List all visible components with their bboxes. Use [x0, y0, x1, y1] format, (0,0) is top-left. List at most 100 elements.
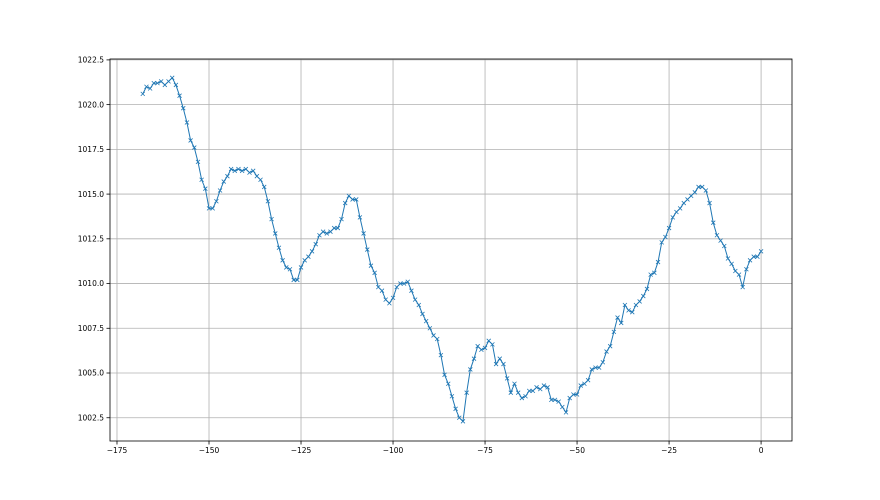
data-point-marker [663, 234, 668, 240]
data-point-marker [324, 231, 330, 236]
data-point-marker [692, 190, 698, 195]
y-tick-label: 1012.5 [78, 235, 104, 244]
data-point-marker [247, 170, 252, 175]
data-point-marker [276, 245, 282, 251]
data-point-marker [243, 166, 249, 172]
data-point-marker [376, 284, 381, 290]
data-point-marker [755, 254, 760, 259]
x-tick-label: 0 [759, 446, 764, 455]
data-point-marker [515, 390, 521, 395]
data-point-marker [585, 377, 591, 383]
data-point-marker [427, 325, 433, 331]
data-point-marker [225, 173, 230, 179]
x-tick-label: −75 [477, 446, 493, 455]
y-tick-label: 1020.0 [78, 100, 104, 109]
data-point-marker [736, 272, 742, 277]
data-point-marker [291, 277, 296, 283]
data-point-marker [309, 249, 315, 254]
y-tick-label: 1005.0 [78, 369, 104, 378]
data-point-marker [596, 365, 602, 370]
data-point-marker [420, 311, 425, 317]
data-point-marker [162, 82, 168, 88]
data-point-marker [460, 419, 466, 424]
data-point-marker [188, 138, 193, 143]
data-point-marker [350, 197, 355, 202]
data-point-marker [295, 277, 300, 283]
data-point-marker [622, 302, 628, 308]
data-point-marker [512, 381, 517, 387]
data-point-marker [236, 166, 241, 172]
data-point-marker [725, 256, 731, 261]
data-point-marker [379, 288, 385, 293]
data-point-marker [688, 193, 694, 199]
data-point-marker [280, 258, 285, 263]
data-point-marker [526, 388, 532, 394]
data-point-marker [567, 395, 572, 401]
data-point-marker [523, 393, 528, 399]
data-point-marker [372, 270, 377, 276]
data-point-marker [560, 404, 565, 410]
data-point-marker [666, 225, 672, 231]
data-point-marker [633, 302, 639, 308]
data-point-marker [250, 168, 256, 174]
data-point-marker [571, 392, 576, 397]
data-point-marker [607, 343, 613, 349]
data-point-marker [556, 399, 561, 404]
data-point-marker [331, 225, 337, 231]
data-point-marker [659, 240, 664, 245]
y-tick-label: 1002.5 [78, 413, 104, 422]
data-point-marker [320, 229, 326, 234]
data-point-marker [239, 168, 245, 174]
y-tick-label: 1022.5 [78, 56, 104, 65]
data-point-marker [479, 347, 484, 353]
data-point-marker [394, 284, 399, 290]
data-point-marker [144, 84, 149, 90]
data-point-marker [582, 381, 587, 387]
data-point-marker [438, 352, 444, 358]
data-point-marker [740, 284, 745, 290]
data-point-marker [140, 91, 146, 97]
data-point-marker [217, 188, 223, 193]
data-point-marker [615, 315, 620, 320]
data-point-marker [387, 300, 392, 306]
y-tick-label: 1010.0 [78, 279, 104, 288]
grid [110, 59, 792, 441]
data-point-marker [405, 279, 411, 285]
data-point-marker [423, 318, 429, 324]
data-point-marker [611, 329, 617, 335]
data-point-marker [464, 390, 469, 395]
data-point-marker [184, 120, 190, 125]
data-point-marker [445, 381, 451, 387]
data-point-marker [434, 336, 440, 342]
data-point-marker [534, 385, 539, 390]
data-point-marker [541, 383, 547, 388]
data-point-marker [155, 80, 160, 86]
x-tick-label: −150 [199, 446, 220, 455]
data-point-marker [169, 75, 175, 81]
data-point-marker [206, 206, 212, 211]
data-point-marker [258, 177, 263, 183]
data-point-marker [261, 184, 267, 190]
data-point-marker [210, 206, 215, 211]
data-point-marker [232, 168, 238, 174]
x-tick-label: −25 [661, 446, 677, 455]
data-point-marker [342, 200, 348, 206]
data-point-marker [718, 238, 723, 243]
data-point-marker [677, 206, 683, 211]
data-point-marker [431, 333, 436, 338]
data-point-marker [221, 179, 227, 184]
data-point-marker [177, 93, 182, 98]
data-point-marker [482, 345, 488, 351]
data-point-marker [412, 297, 418, 302]
data-point-marker [195, 159, 201, 165]
data-point-marker [475, 343, 480, 349]
data-point-marker [401, 281, 407, 286]
data-point-marker [758, 249, 764, 254]
data-point-marker [497, 356, 503, 361]
data-point-marker [353, 197, 359, 202]
data-point-marker [710, 220, 716, 225]
data-point-marker [158, 79, 164, 84]
data-point-marker [681, 200, 687, 206]
data-point-marker [151, 80, 157, 86]
